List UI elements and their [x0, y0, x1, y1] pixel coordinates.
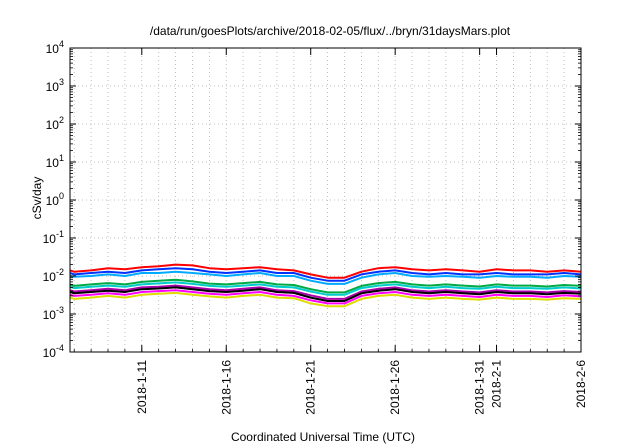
y-tick-label: 10-4	[43, 343, 64, 360]
x-tick-label: 2018-1-31	[473, 360, 487, 415]
chart-title: /data/run/goesPlots/archive/2018-02-05/f…	[150, 24, 511, 38]
series-line-2	[69, 267, 582, 282]
x-axis: 2018-1-11 2018-1-16 2018-1-21 2018-1-26 2018…	[73, 48, 588, 415]
x-axis-label: Coordinated Universal Time (UTC)	[231, 430, 415, 444]
y-tick-label: 101	[46, 153, 64, 170]
series-line-5	[69, 281, 582, 296]
x-tick-label: 2018-1-26	[388, 360, 402, 415]
series-line-1	[69, 263, 582, 279]
series-line-4	[69, 278, 582, 294]
series-line-8	[69, 289, 582, 305]
series-line-9	[69, 291, 582, 308]
x-tick-label: 2018-2-1	[490, 360, 504, 408]
y-tick-label: 104	[46, 39, 64, 56]
series-line-6	[69, 284, 582, 300]
x-tick-label: 2018-2-6	[574, 360, 588, 408]
series-layer	[69, 263, 582, 308]
y-tick-label: 10-1	[43, 229, 64, 246]
series-line-3	[69, 270, 582, 285]
y-tick-label: 103	[46, 77, 64, 94]
y-tick-label: 10-3	[43, 305, 64, 322]
grid-lines	[70, 48, 581, 352]
y-tick-label: 10-2	[43, 267, 64, 284]
y-tick-label: 100	[46, 191, 64, 208]
x-tick-label: 2018-1-21	[304, 360, 318, 415]
series-line-7	[69, 286, 582, 302]
x-tick-label: 2018-1-11	[135, 360, 149, 414]
y-axis: 10-4 10-3 10-2 10-1 100 101 102 103 104	[43, 39, 581, 360]
y-tick-label: 102	[46, 115, 64, 132]
y-axis-label: cSv/day	[30, 177, 44, 220]
x-tick-label: 2018-1-16	[219, 360, 233, 415]
